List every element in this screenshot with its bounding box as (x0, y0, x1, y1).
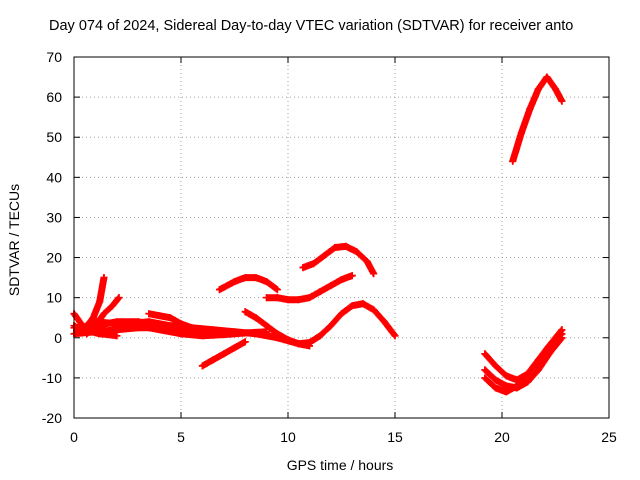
marker-track (509, 74, 565, 165)
series-track-18 (509, 74, 565, 165)
y-tick-label: 30 (46, 209, 62, 225)
marker-track (295, 300, 398, 347)
chart-root: Day 074 of 2024, Sidereal Day-to-day VTE… (0, 0, 640, 480)
y-tick-label: 20 (46, 250, 62, 266)
plot-area: 0 5 10 15 20 25 -20 -10 0 10 20 30 40 50 60 70 (0, 0, 640, 480)
y-tick-label: 70 (46, 49, 62, 65)
y-tick-label: 60 (46, 89, 62, 105)
y-tick-label: 10 (46, 290, 62, 306)
y-axis-label: SDTVAR / TECUs (6, 184, 22, 296)
series-track-10 (216, 274, 281, 293)
x-tick-label: 0 (70, 429, 78, 445)
x-axis-label: GPS time / hours (0, 457, 640, 473)
y-tick-label: 40 (46, 169, 62, 185)
series-track-14 (295, 300, 398, 347)
x-tick-label: 25 (601, 429, 617, 445)
x-tick-label: 10 (280, 429, 296, 445)
y-tick-label: 0 (54, 330, 62, 346)
y-tick-label: -10 (42, 370, 62, 386)
series-layer (71, 74, 566, 396)
x-tick-label: 20 (494, 429, 510, 445)
x-tick-label: 5 (177, 429, 185, 445)
series-track-09 (199, 338, 249, 369)
series-track-13 (299, 243, 377, 277)
x-tick-label: 15 (387, 429, 403, 445)
y-tick-label: 50 (46, 129, 62, 145)
y-tick-label: -20 (42, 410, 62, 426)
